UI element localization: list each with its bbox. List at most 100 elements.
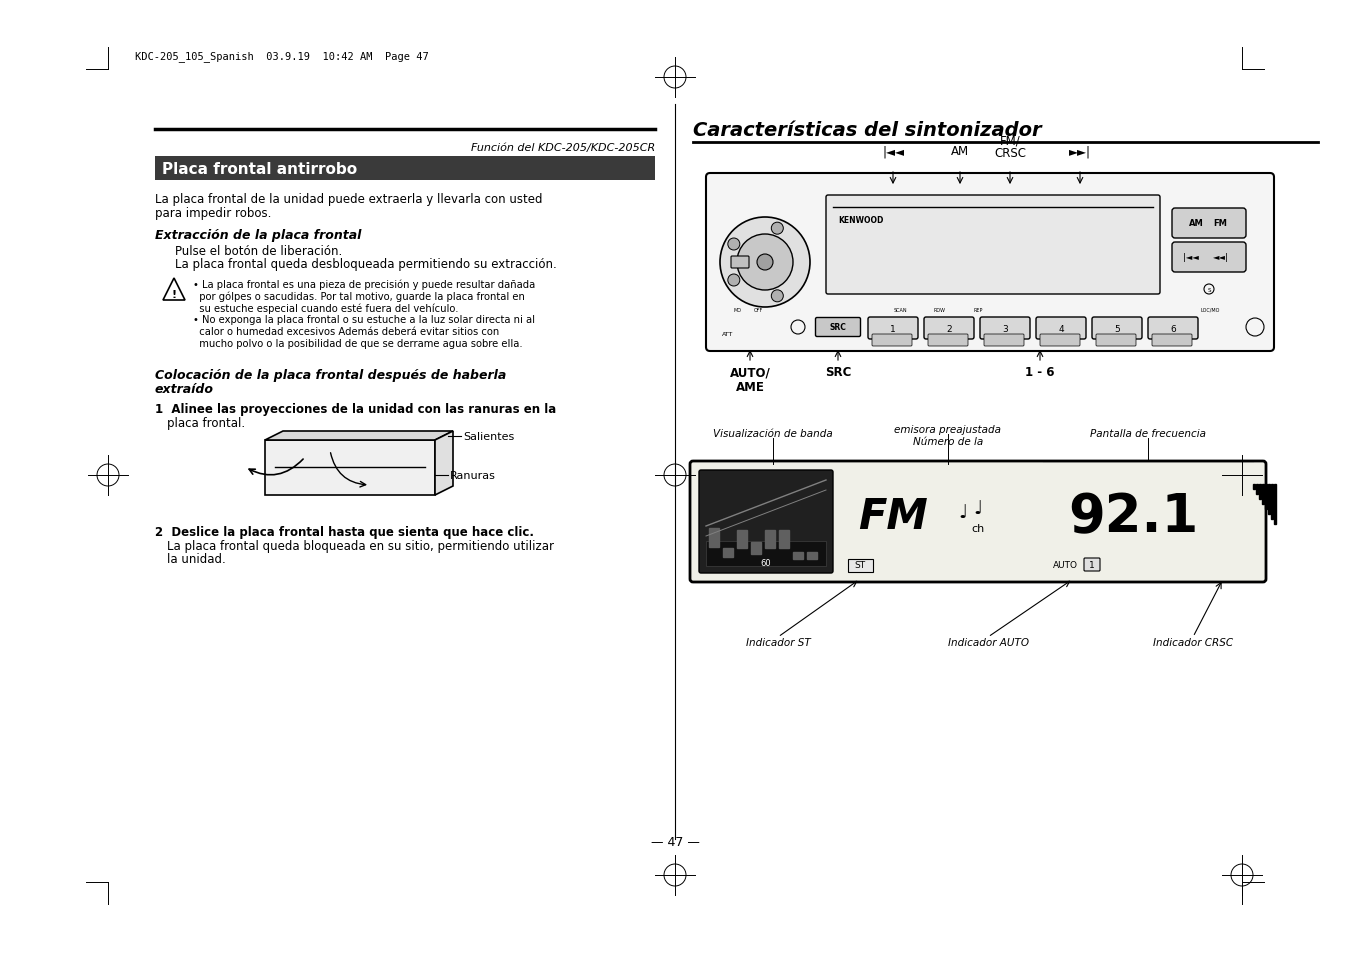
- Bar: [1259, 484, 1260, 499]
- Bar: [1265, 484, 1267, 510]
- Text: Visualización de banda: Visualización de banda: [713, 429, 832, 438]
- FancyBboxPatch shape: [928, 335, 969, 347]
- Text: placa frontal.: placa frontal.: [168, 416, 245, 430]
- Text: Pulse el botón de liberación.: Pulse el botón de liberación.: [176, 245, 342, 257]
- Bar: [1256, 484, 1258, 495]
- FancyBboxPatch shape: [924, 317, 974, 339]
- FancyBboxPatch shape: [816, 318, 861, 337]
- FancyBboxPatch shape: [984, 335, 1024, 347]
- Text: Salientes: Salientes: [463, 432, 515, 441]
- Text: SRC: SRC: [830, 323, 847, 333]
- Text: La placa frontal queda desbloqueada permitiendo su extracción.: La placa frontal queda desbloqueada perm…: [176, 257, 557, 271]
- Bar: [793, 537, 802, 552]
- FancyBboxPatch shape: [731, 256, 748, 269]
- Bar: [738, 538, 747, 553]
- FancyBboxPatch shape: [1173, 209, 1246, 239]
- Text: !: !: [172, 290, 177, 299]
- Text: Extracción de la placa frontal: Extracción de la placa frontal: [155, 229, 361, 242]
- Text: Función del KDC-205/KDC-205CR: Función del KDC-205/KDC-205CR: [470, 143, 655, 152]
- Text: 60: 60: [761, 558, 771, 568]
- FancyBboxPatch shape: [1084, 558, 1100, 572]
- Text: SCAN: SCAN: [893, 308, 907, 313]
- Text: AUTO: AUTO: [1052, 561, 1078, 570]
- FancyBboxPatch shape: [1152, 335, 1192, 347]
- Polygon shape: [435, 432, 453, 496]
- Text: Indicador ST: Indicador ST: [746, 638, 811, 647]
- Text: Número de la: Número de la: [913, 436, 984, 447]
- FancyBboxPatch shape: [1173, 243, 1246, 273]
- Bar: [709, 553, 719, 559]
- Text: 1: 1: [1089, 561, 1094, 570]
- Text: Pantalla de frecuencia: Pantalla de frecuencia: [1090, 429, 1206, 438]
- Text: Indicador AUTO: Indicador AUTO: [947, 638, 1028, 647]
- Text: KDC-205_105_Spanish  03.9.19  10:42 AM  Page 47: KDC-205_105_Spanish 03.9.19 10:42 AM Pag…: [135, 51, 428, 62]
- Text: 92.1: 92.1: [1067, 491, 1198, 542]
- Text: 5: 5: [1115, 324, 1120, 334]
- Text: 1: 1: [890, 324, 896, 334]
- FancyBboxPatch shape: [707, 173, 1274, 352]
- Text: ◄◄|: ◄◄|: [1213, 253, 1229, 262]
- Text: 3: 3: [1002, 324, 1008, 334]
- Text: FM/: FM/: [1000, 135, 1020, 148]
- Text: |◄◄: |◄◄: [1183, 253, 1198, 262]
- Text: ♩: ♩: [958, 502, 967, 521]
- Circle shape: [720, 218, 811, 308]
- Bar: [765, 546, 775, 557]
- Text: ROW: ROW: [934, 308, 946, 313]
- Text: FM: FM: [1213, 219, 1227, 229]
- Bar: [1271, 484, 1273, 519]
- Text: ♩: ♩: [973, 499, 982, 518]
- Text: CRSC: CRSC: [994, 147, 1025, 160]
- Text: 4: 4: [1058, 324, 1063, 334]
- Text: • La placa frontal es una pieza de precisión y puede resultar dañada: • La placa frontal es una pieza de preci…: [193, 278, 535, 289]
- Circle shape: [757, 254, 773, 271]
- FancyBboxPatch shape: [1148, 317, 1198, 339]
- Text: LOC/MO: LOC/MO: [1200, 308, 1220, 313]
- Text: su estuche especial cuando esté fuera del vehículo.: su estuche especial cuando esté fuera de…: [193, 303, 458, 314]
- FancyBboxPatch shape: [871, 335, 912, 347]
- Circle shape: [771, 223, 784, 235]
- Circle shape: [738, 234, 793, 291]
- Text: La placa frontal de la unidad puede extraerla y llevarla con usted: La placa frontal de la unidad puede extr…: [155, 193, 543, 206]
- Bar: [1269, 484, 1270, 515]
- FancyBboxPatch shape: [867, 317, 917, 339]
- Text: MO: MO: [734, 308, 742, 313]
- FancyBboxPatch shape: [1036, 317, 1086, 339]
- Text: 2  Deslice la placa frontal hasta que sienta que hace clic.: 2 Deslice la placa frontal hasta que sie…: [155, 525, 534, 538]
- Text: Indicador CRSC: Indicador CRSC: [1152, 638, 1233, 647]
- Text: mucho polvo o la posibilidad de que se derrame agua sobre ella.: mucho polvo o la posibilidad de que se d…: [193, 338, 523, 349]
- Bar: [1274, 484, 1275, 524]
- Text: La placa frontal queda bloqueada en su sitio, permitiendo utilizar: La placa frontal queda bloqueada en su s…: [168, 539, 554, 553]
- Text: la unidad.: la unidad.: [168, 553, 226, 565]
- Text: SRC: SRC: [825, 366, 851, 378]
- Text: AUTO/
AME: AUTO/ AME: [730, 366, 770, 394]
- Text: 1 - 6: 1 - 6: [1025, 366, 1055, 378]
- Text: Características del sintonizador: Características del sintonizador: [693, 121, 1042, 140]
- Bar: [1252, 484, 1255, 490]
- Text: calor o humedad excesivos Además deberá evitar sitios con: calor o humedad excesivos Además deberá …: [193, 327, 500, 336]
- Bar: [723, 538, 734, 553]
- Text: Ranuras: Ranuras: [450, 471, 496, 480]
- Text: ch: ch: [971, 523, 985, 534]
- Polygon shape: [265, 432, 453, 440]
- FancyBboxPatch shape: [1096, 335, 1136, 347]
- Text: 2: 2: [946, 324, 952, 334]
- Circle shape: [728, 239, 740, 251]
- Polygon shape: [265, 440, 435, 496]
- FancyBboxPatch shape: [1040, 335, 1079, 347]
- Bar: [807, 555, 817, 560]
- FancyBboxPatch shape: [825, 195, 1161, 294]
- Text: Placa frontal antirrobo: Placa frontal antirrobo: [162, 161, 357, 176]
- Text: extraído: extraído: [155, 382, 213, 395]
- Text: emisora preajustada: emisora preajustada: [894, 424, 1001, 435]
- Text: ATT: ATT: [721, 332, 734, 336]
- Text: |◄◄: |◄◄: [882, 145, 904, 158]
- FancyBboxPatch shape: [698, 471, 834, 574]
- Text: S: S: [1208, 287, 1210, 293]
- FancyBboxPatch shape: [707, 541, 825, 566]
- Text: KENWOOD: KENWOOD: [838, 215, 884, 225]
- Bar: [155, 157, 655, 181]
- Circle shape: [728, 274, 740, 287]
- Text: — 47 —: — 47 —: [651, 836, 700, 848]
- Text: para impedir robos.: para impedir robos.: [155, 207, 272, 220]
